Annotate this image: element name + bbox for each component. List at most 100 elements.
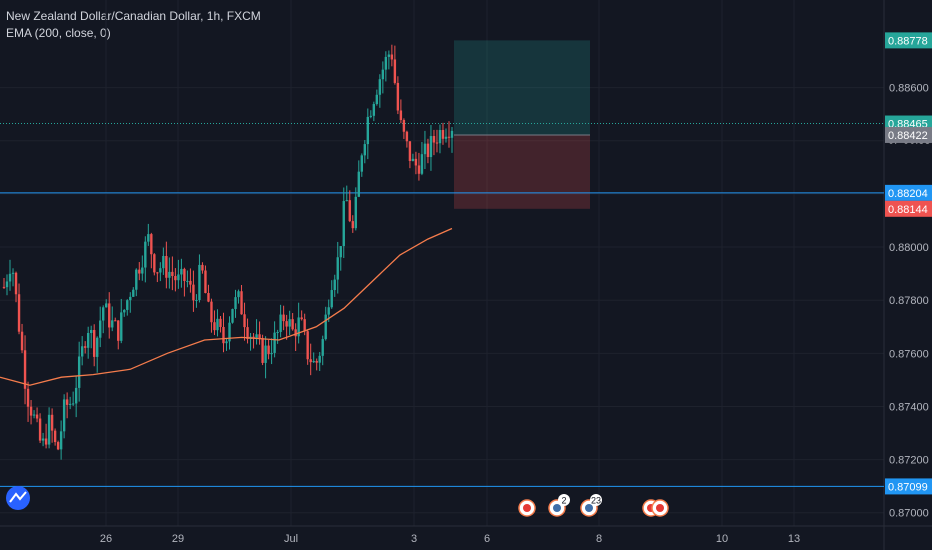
- candle-body: [360, 155, 363, 172]
- candle-body: [444, 136, 448, 139]
- stop-price-tag: 0.88144: [888, 204, 928, 216]
- candle-body: [11, 272, 15, 274]
- candle-body: [375, 94, 379, 105]
- candle-body: [429, 136, 433, 158]
- candle-body: [189, 280, 192, 285]
- candle-body: [381, 69, 385, 80]
- candle-body: [243, 314, 246, 328]
- candle-body: [426, 143, 430, 158]
- price-tick-label: 0.88600: [889, 83, 929, 95]
- candle-body: [56, 442, 60, 450]
- candle-body: [165, 255, 168, 278]
- candle-body: [80, 346, 84, 357]
- candle-body: [246, 327, 249, 340]
- candle-body: [261, 338, 264, 363]
- flag-ca-icon[interactable]: [651, 499, 669, 517]
- candle-body: [210, 301, 213, 323]
- candle-body: [282, 314, 285, 322]
- candle-body: [420, 154, 424, 174]
- candles: [2, 44, 454, 460]
- candle-body: [65, 399, 69, 405]
- candle-body: [345, 200, 348, 202]
- stop-price-tag-bg: [885, 200, 932, 217]
- candle-body: [324, 314, 327, 340]
- candle-body: [303, 319, 306, 332]
- horizontal-levels[interactable]: [0, 123, 884, 487]
- candle-body: [96, 337, 99, 357]
- candle-body: [114, 320, 117, 322]
- candle-body: [321, 339, 324, 356]
- ema-200-line: [0, 227, 453, 386]
- candle-body: [393, 59, 397, 83]
- candle-body: [351, 221, 354, 229]
- candle-body: [201, 264, 204, 271]
- candle-body: [276, 331, 279, 333]
- flag-nz-icon[interactable]: 23: [580, 494, 602, 517]
- candle-body: [47, 414, 51, 445]
- target-price-tag: 0.88778: [888, 35, 928, 47]
- indicator-label[interactable]: EMA (200, close, 0): [6, 26, 111, 40]
- flag-nz-icon[interactable]: 2: [548, 494, 570, 517]
- candle-body: [126, 300, 129, 310]
- event-markers[interactable]: 2 23: [6, 486, 669, 517]
- time-axis[interactable]: 26 29 Jul 3 6 8 10 13: [100, 533, 800, 545]
- candle-body: [225, 341, 228, 344]
- candle-body: [309, 359, 312, 363]
- candle-body: [423, 143, 427, 155]
- candle-body: [71, 403, 75, 405]
- time-tick-label: 10: [716, 533, 728, 545]
- candle-body: [150, 234, 153, 255]
- candle-body: [23, 350, 27, 389]
- candle-body: [2, 286, 6, 288]
- target-price-tag-bg: [885, 32, 932, 49]
- candle-body: [20, 331, 24, 351]
- time-tick-label: Jul: [284, 533, 298, 545]
- time-tick-label: 8: [596, 533, 602, 545]
- logo-mark: [9, 491, 27, 503]
- candle-body: [318, 355, 321, 363]
- candle-body: [273, 332, 276, 353]
- ema-line: [0, 227, 453, 386]
- candle-body: [153, 254, 156, 273]
- candle-body: [339, 246, 342, 258]
- candle-body: [255, 334, 258, 339]
- candle-body: [387, 54, 391, 57]
- tradingview-logo-icon: [6, 486, 30, 510]
- candle-body: [105, 303, 108, 308]
- flag-ca-icon[interactable]: [518, 499, 536, 517]
- candle-body: [447, 136, 451, 138]
- event-count-badge: [590, 494, 602, 506]
- candle-body: [32, 414, 36, 416]
- candle-body: [171, 271, 174, 277]
- event-marker-dot: [585, 504, 593, 512]
- candle-body: [216, 318, 219, 331]
- price-tick-label: 0.87800: [889, 295, 929, 307]
- long-position-tool[interactable]: [454, 40, 590, 209]
- price-tick-label: 0.87600: [889, 348, 929, 360]
- time-tick-label: 3: [411, 533, 417, 545]
- candle-body: [123, 309, 126, 313]
- candle-body: [44, 438, 48, 445]
- candle-body: [159, 268, 162, 273]
- candle-body: [432, 136, 436, 143]
- candle-body: [77, 356, 81, 388]
- candle-body: [228, 322, 231, 342]
- level-price-tag: 0.88204: [888, 188, 928, 200]
- candle-body: [357, 171, 360, 197]
- candle-body: [93, 329, 96, 357]
- time-tick-label: 26: [100, 533, 112, 545]
- candle-body: [396, 82, 400, 111]
- candle-body: [390, 54, 394, 60]
- candle-body: [267, 345, 270, 355]
- candle-body: [74, 387, 78, 404]
- candle-body: [41, 438, 45, 441]
- price-axis[interactable]: 0.886000.884000.882000.880000.878000.876…: [889, 83, 929, 520]
- candle-body: [414, 158, 418, 166]
- candle-body: [213, 322, 216, 331]
- candle-body: [162, 255, 165, 269]
- candle-body: [264, 345, 267, 363]
- candle-body: [68, 403, 72, 405]
- candle-body: [270, 352, 273, 355]
- candle-body: [99, 320, 102, 338]
